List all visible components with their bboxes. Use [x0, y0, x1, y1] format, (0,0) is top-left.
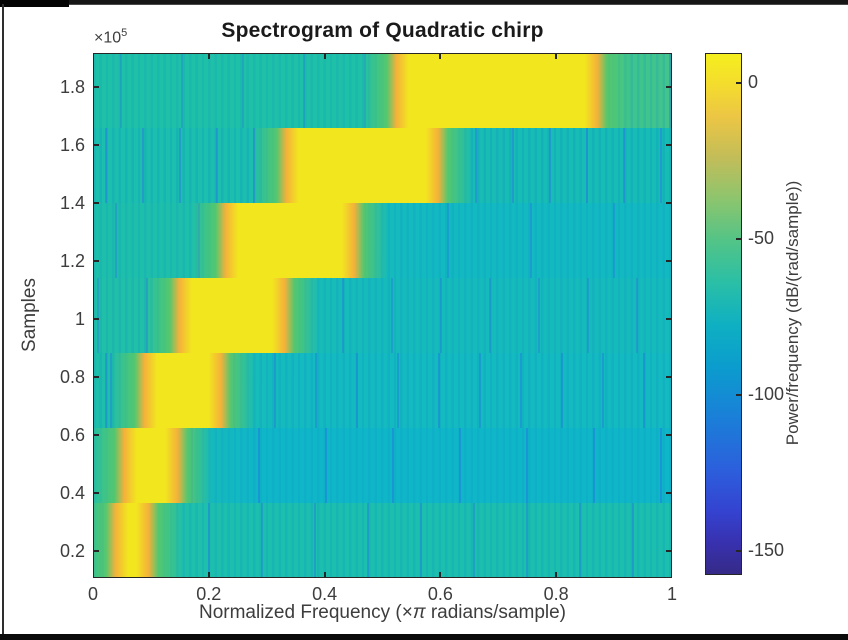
y-tick-mark [93, 492, 99, 494]
y-tick-mark [93, 318, 99, 320]
spectrogram-plot-area [93, 53, 672, 578]
x-tick-label: 0 [87, 584, 99, 604]
y-tick-mark [666, 376, 672, 378]
x-tick-mark [439, 572, 441, 578]
heatmap-band [93, 502, 672, 578]
chart-title: Spectrogram of Quadratic chirp [221, 19, 544, 42]
x-tick-label: 0.6 [427, 584, 453, 604]
colorbar-label: Power/frequency (dB/(rad/sample)) [783, 180, 802, 446]
y-tick-label: 0.2 [59, 541, 85, 562]
x-tick-mark [671, 53, 672, 59]
x-tick-label: 1 [666, 584, 678, 604]
pi-symbol: π [412, 602, 426, 623]
x-tick-mark [93, 572, 94, 578]
colorbar-tick-label: 0 [748, 71, 759, 92]
colorbar [705, 53, 742, 575]
y-tick-label: 1.2 [59, 250, 85, 271]
y-tick-mark [93, 434, 99, 436]
y-tick-label: 0.8 [59, 366, 85, 387]
window-bottom-bar [0, 634, 848, 640]
y-tick-label: 1.6 [59, 134, 85, 155]
y-tick-mark [666, 550, 672, 552]
x-tick-mark [439, 53, 441, 59]
x-tick-mark [324, 53, 326, 59]
heatmap-band [93, 202, 672, 279]
colorbar-tick-mark [736, 394, 741, 396]
x-tick-mark [671, 572, 672, 578]
y-axis-multiplier-base: ×10 [94, 29, 122, 47]
x-tick-mark [208, 572, 210, 578]
y-tick-label: 1 [74, 308, 85, 329]
colorbar-tick-label: -150 [748, 539, 785, 560]
y-tick-mark [666, 434, 672, 436]
x-tick-mark [555, 572, 557, 578]
x-tick-label: 0.2 [196, 584, 222, 604]
y-tick-label: 1.4 [59, 192, 85, 213]
y-tick-mark [666, 260, 672, 262]
y-tick-mark [666, 144, 672, 146]
y-tick-label: 0.6 [59, 425, 85, 445]
x-tick-mark [555, 53, 557, 59]
heatmap-band [93, 428, 672, 503]
y-axis-multiplier: ×105 [94, 27, 127, 47]
colorbar-tick-label: -50 [748, 227, 775, 248]
y-tick-mark [666, 86, 672, 88]
y-tick-mark [93, 376, 99, 378]
heatmap-band [93, 53, 672, 128]
colorbar-tick-label: -100 [748, 383, 785, 404]
y-tick-mark [93, 550, 99, 552]
y-tick-mark [666, 492, 672, 494]
y-tick-mark [93, 202, 99, 204]
colorbar-tick-mark [736, 238, 741, 240]
colorbar-tick-mark [736, 550, 741, 552]
x-tick-label: 0.4 [312, 584, 338, 604]
x-tick-label: 0.8 [543, 584, 569, 604]
y-tick-label: 0.4 [59, 483, 85, 503]
x-tick-mark [93, 53, 94, 59]
y-tick-mark [93, 86, 99, 88]
y-tick-mark [666, 318, 672, 320]
heatmap-band [93, 352, 672, 429]
window-left-border [2, 4, 4, 634]
heatmap-band [93, 127, 672, 203]
window-top-bar-accent [0, 0, 69, 7]
y-tick-mark [93, 144, 99, 146]
y-tick-mark [666, 202, 672, 204]
window-top-bar [0, 0, 848, 5]
colorbar-tick-mark [736, 82, 741, 84]
heatmap-band [93, 278, 672, 353]
y-tick-mark [93, 260, 99, 262]
x-axis-label: Normalized Frequency (×π radians/sample) [198, 602, 567, 623]
x-tick-mark [324, 572, 326, 578]
y-axis-multiplier-exponent: 5 [121, 27, 128, 39]
y-tick-label: 1.8 [59, 76, 85, 97]
x-tick-mark [208, 53, 210, 59]
